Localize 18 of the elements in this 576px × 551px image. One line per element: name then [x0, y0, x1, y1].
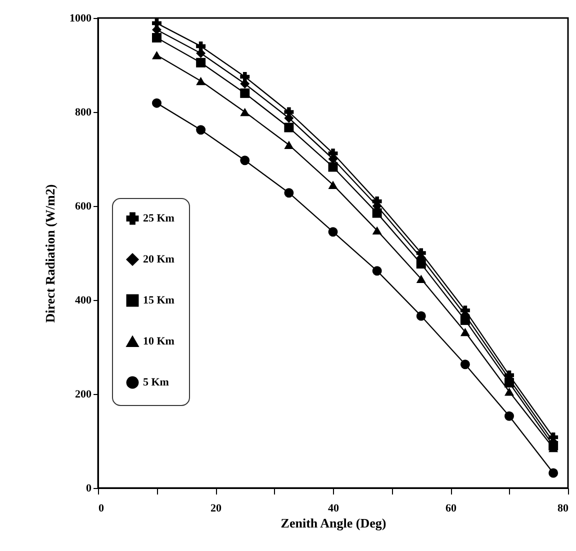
legend-label: 20 Km: [143, 254, 174, 266]
legend-label: 25 Km: [143, 212, 174, 224]
x-tick-label: 60: [446, 502, 457, 514]
y-axis-title: Direct Radiation (W/m2): [42, 184, 58, 323]
legend-label: 10 Km: [143, 336, 174, 348]
x-tick-label: 20: [210, 502, 222, 514]
legend-label: 15 Km: [143, 294, 174, 306]
x-tick-label: 0: [98, 502, 104, 514]
x-axis-title: Zenith Angle (Deg): [280, 516, 386, 530]
y-tick-label: 400: [75, 294, 92, 306]
y-tick-label: 600: [75, 200, 92, 212]
y-tick-label: 200: [75, 388, 92, 400]
y-tick-label: 1000: [70, 12, 92, 24]
x-tick-label: 40: [328, 502, 340, 514]
y-tick-label: 0: [86, 482, 92, 494]
x-tick-label: 80: [558, 502, 569, 514]
legend-label: 5 Km: [143, 376, 169, 388]
y-tick-label: 800: [75, 106, 92, 118]
